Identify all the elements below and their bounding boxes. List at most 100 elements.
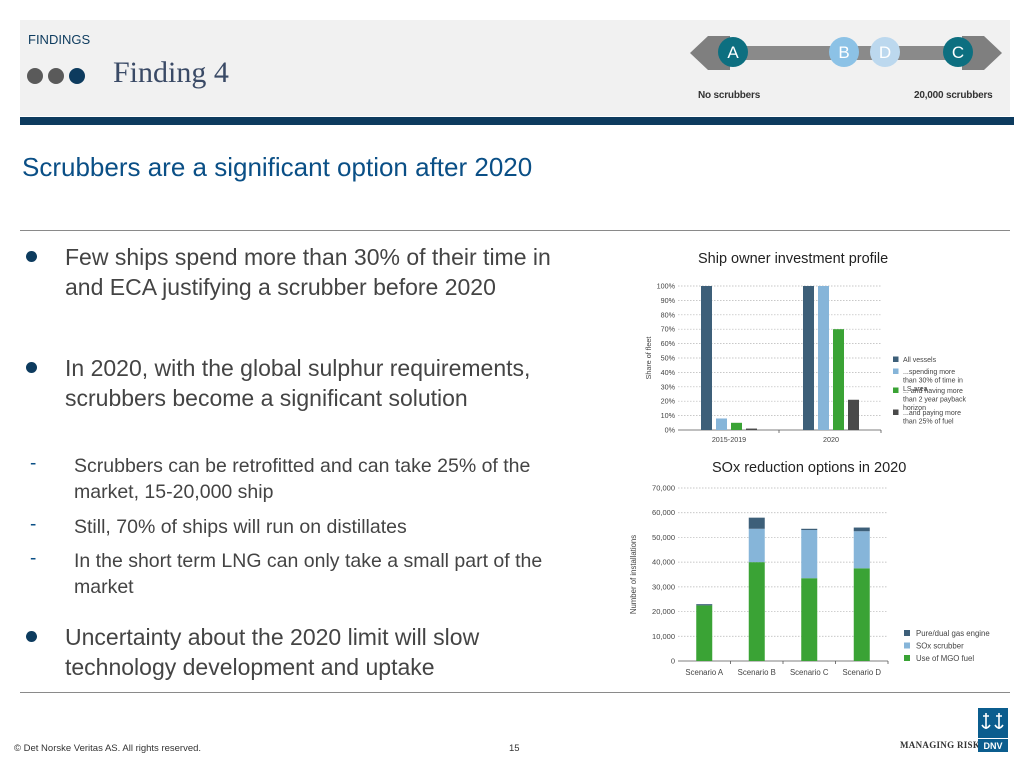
stacked-bar-segment [801, 578, 818, 661]
x-tick-label: 2020 [823, 435, 839, 444]
stacked-bar-segment [801, 530, 818, 579]
dnv-logo-icon: DNV [978, 708, 1008, 752]
tagline: MANAGING RISK [900, 740, 981, 750]
y-tick-label: 30% [661, 382, 676, 391]
y-tick-label: 80% [661, 310, 676, 319]
legend-label: All vessels [903, 357, 937, 364]
legend-swatch [893, 368, 899, 374]
chart2-title: SOx reduction options in 2020 [712, 460, 907, 476]
legend-swatch [893, 409, 899, 415]
svg-text:A: A [727, 43, 739, 62]
y-tick-label: 60,000 [652, 508, 675, 517]
bar [803, 286, 814, 430]
legend-label: ... and having more than 2 year payback ho… [903, 388, 967, 412]
stacked-bar-segment [853, 527, 870, 532]
y-tick-label: 10,000 [652, 632, 675, 641]
y-axis-label: Share of fleet [644, 337, 653, 380]
scenario-marker-d: D [870, 37, 900, 67]
bar [701, 286, 712, 430]
legend-swatch [904, 630, 910, 636]
scenario-right-label: 20,000 scrubbers [914, 90, 993, 101]
svg-text:DNV: DNV [983, 741, 1002, 751]
legend-swatch [904, 655, 910, 661]
svg-text:C: C [952, 43, 964, 62]
sub-bullet-text: Scrubbers can be retrofitted and can tak… [74, 455, 531, 503]
bar [731, 422, 742, 430]
stacked-bar-segment [748, 528, 765, 563]
legend-swatch [893, 356, 899, 362]
x-tick-label: Scenario B [738, 668, 776, 677]
stacked-bar-segment [696, 604, 713, 606]
y-tick-label: 70% [661, 325, 676, 334]
y-tick-label: 0 [671, 657, 675, 666]
finding-title: Finding 4 [113, 56, 229, 89]
stacked-bar-segment [696, 605, 713, 661]
dash-icon: - [30, 548, 37, 569]
subtitle-rule [20, 230, 1010, 231]
bullet-text: Few ships spend more than 30% of their t… [65, 244, 551, 300]
x-tick-label: Scenario C [790, 668, 829, 677]
x-tick-label: Scenario A [685, 668, 724, 677]
svg-text:D: D [879, 43, 891, 62]
chart1-title: Ship owner investment profile [698, 251, 889, 267]
legend-label: Pure/dual gas engine [916, 629, 990, 638]
sox-options-chart: 0 10,000 20,000 30,000 40,000 50,000 60,000 70,… [629, 484, 990, 678]
y-axis-label: Number of installations [629, 535, 638, 614]
y-tick-label: 20% [661, 397, 676, 406]
scenario-marker-b: B [829, 37, 859, 67]
dash-icon: - [30, 453, 37, 474]
scenario-left-label: No scrubbers [698, 90, 761, 101]
stacked-bar-segment [801, 528, 818, 531]
stacked-bar-segment [748, 517, 765, 529]
bullet-text: In 2020, with the global sulphur require… [65, 355, 531, 411]
page-number: 15 [509, 743, 520, 754]
y-tick-label: 20,000 [652, 607, 675, 616]
dash-icon: - [30, 514, 37, 535]
bullet-text: Uncertainty about the 2020 limit will sl… [65, 624, 480, 680]
header-rule [20, 117, 1014, 125]
legend-swatch [893, 387, 899, 393]
stacked-bar-segment [853, 568, 870, 661]
svg-text:B: B [838, 43, 849, 62]
y-tick-label: 100% [657, 282, 676, 291]
y-tick-label: 0% [665, 426, 676, 435]
scenario-arrow-right [962, 36, 1002, 70]
bar [833, 329, 844, 430]
stacked-bar-segment [853, 531, 870, 569]
bullet-dot-icon [26, 631, 37, 642]
y-tick-label: 60% [661, 339, 676, 348]
legend-swatch [904, 642, 910, 649]
legend-label: ...and paying more than 25% of fuel [903, 410, 961, 426]
y-tick-label: 40% [661, 368, 676, 377]
bar [818, 286, 829, 430]
scenario-marker-c: C [943, 37, 973, 67]
section-label: FINDINGS [28, 32, 91, 47]
x-tick-label: Scenario D [842, 668, 881, 677]
investment-profile-chart: 0% 10% 20% 30% 40% 50% 60% 70% 80% 90% 100% Share o… [644, 282, 967, 445]
bar [746, 428, 757, 430]
three-dots-icon [27, 68, 85, 84]
y-tick-label: 30,000 [652, 582, 675, 591]
y-tick-label: 50,000 [652, 533, 675, 542]
y-tick-label: 40,000 [652, 558, 675, 567]
footer-rule [20, 692, 1010, 693]
slide-subtitle: Scrubbers are a significant option after… [22, 152, 533, 182]
y-tick-label: 90% [661, 296, 676, 305]
legend-label: ...spending more than 30% of time in LS ar… [903, 369, 963, 393]
scenario-arrow-track: A B D C [690, 36, 1002, 70]
y-tick-label: 10% [661, 411, 676, 420]
legend-label: SOx scrubber [916, 642, 964, 651]
stacked-bar-segment [748, 562, 765, 661]
x-tick-label: 2015-2019 [712, 435, 746, 444]
y-tick-label: 70,000 [652, 484, 675, 493]
bar [848, 399, 859, 430]
scenario-marker-a: A [718, 37, 748, 67]
scenario-arrow-left [690, 36, 730, 70]
sub-bullet-text: Still, 70% of ships will run on distilla… [74, 516, 407, 538]
legend-label: Use of MGO fuel [916, 654, 974, 663]
bullet-dot-icon [26, 251, 37, 262]
copyright-text: © Det Norske Veritas AS. All rights rese… [14, 743, 202, 754]
sub-bullet-text: In the short term LNG can only take a sm… [74, 550, 543, 598]
bar [716, 418, 727, 430]
y-tick-label: 50% [661, 354, 676, 363]
